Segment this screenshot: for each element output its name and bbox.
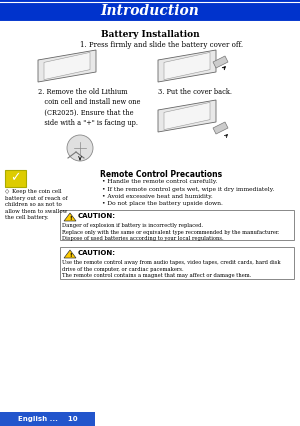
Text: Introduction: Introduction bbox=[100, 4, 200, 18]
FancyBboxPatch shape bbox=[60, 210, 294, 240]
Text: • Do not place the battery upside down.: • Do not place the battery upside down. bbox=[102, 201, 223, 207]
Polygon shape bbox=[158, 100, 216, 132]
Polygon shape bbox=[158, 50, 216, 82]
Circle shape bbox=[67, 135, 93, 161]
Polygon shape bbox=[213, 122, 228, 134]
Text: 3. Put the cover back.: 3. Put the cover back. bbox=[158, 88, 232, 96]
Text: Danger of explosion if battery is incorrectly replaced.
Replace only with the sa: Danger of explosion if battery is incorr… bbox=[62, 223, 280, 241]
FancyBboxPatch shape bbox=[4, 170, 26, 187]
Text: !: ! bbox=[69, 253, 71, 258]
Polygon shape bbox=[64, 250, 76, 258]
Text: Battery Installation: Battery Installation bbox=[101, 30, 199, 39]
Text: English ...    10: English ... 10 bbox=[18, 416, 77, 422]
Polygon shape bbox=[164, 52, 210, 80]
Polygon shape bbox=[44, 52, 90, 80]
Text: Keep the coin cell
battery out of reach of
children so as not to
allow them to s: Keep the coin cell battery out of reach … bbox=[5, 189, 68, 220]
Text: ◇: ◇ bbox=[5, 189, 9, 194]
Text: • Avoid excessive heat and humidity.: • Avoid excessive heat and humidity. bbox=[102, 194, 213, 199]
Polygon shape bbox=[38, 50, 96, 82]
Text: !: ! bbox=[69, 216, 71, 221]
Polygon shape bbox=[64, 213, 76, 221]
Polygon shape bbox=[213, 56, 228, 68]
Polygon shape bbox=[164, 102, 210, 130]
FancyBboxPatch shape bbox=[60, 247, 294, 279]
Text: ✓: ✓ bbox=[10, 172, 20, 184]
FancyBboxPatch shape bbox=[0, 412, 95, 426]
Text: • Handle the remote control carefully.: • Handle the remote control carefully. bbox=[102, 179, 218, 184]
Text: CAUTION:: CAUTION: bbox=[78, 213, 116, 219]
Text: 2. Remove the old Lithium
   coin cell and install new one
   (CR2025). Ensure t: 2. Remove the old Lithium coin cell and … bbox=[38, 88, 140, 127]
Text: • If the remote control gets wet, wipe it dry immediately.: • If the remote control gets wet, wipe i… bbox=[102, 187, 274, 192]
Text: CAUTION:: CAUTION: bbox=[78, 250, 116, 256]
Text: 1. Press firmly and slide the battery cover off.: 1. Press firmly and slide the battery co… bbox=[80, 41, 243, 49]
Text: Remote Control Precautions: Remote Control Precautions bbox=[100, 170, 222, 179]
Text: Use the remote control away from audio tapes, video tapes, credit cards, hard di: Use the remote control away from audio t… bbox=[62, 260, 280, 278]
FancyBboxPatch shape bbox=[0, 0, 300, 22]
